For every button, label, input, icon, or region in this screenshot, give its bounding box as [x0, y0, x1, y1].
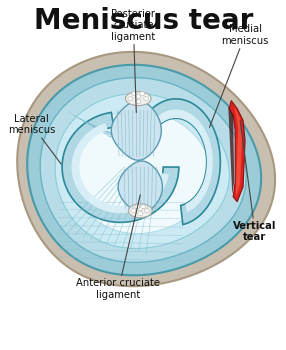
Ellipse shape — [144, 97, 149, 100]
Polygon shape — [62, 112, 179, 222]
Polygon shape — [234, 106, 242, 197]
Text: Anterior cruciate
ligament: Anterior cruciate ligament — [76, 195, 160, 300]
Polygon shape — [136, 99, 220, 225]
Ellipse shape — [135, 205, 140, 209]
Ellipse shape — [136, 94, 141, 99]
Polygon shape — [72, 123, 169, 213]
Ellipse shape — [128, 97, 133, 100]
Ellipse shape — [126, 92, 151, 106]
Text: Vertical
tear: Vertical tear — [233, 120, 277, 242]
Polygon shape — [72, 111, 210, 233]
Text: Meniscus tear: Meniscus tear — [33, 7, 253, 35]
Ellipse shape — [131, 209, 136, 213]
Ellipse shape — [138, 212, 143, 216]
Ellipse shape — [128, 204, 152, 218]
Polygon shape — [229, 100, 245, 202]
Polygon shape — [27, 65, 261, 275]
Ellipse shape — [141, 205, 146, 209]
Polygon shape — [146, 110, 213, 212]
Polygon shape — [17, 52, 275, 286]
Text: Lateral
meniscus: Lateral meniscus — [8, 114, 61, 164]
Ellipse shape — [138, 207, 143, 211]
Ellipse shape — [140, 92, 145, 96]
Ellipse shape — [145, 209, 150, 213]
Polygon shape — [111, 100, 161, 160]
Text: Medial
meniscus: Medial meniscus — [209, 24, 269, 127]
Polygon shape — [55, 94, 229, 248]
Ellipse shape — [132, 92, 137, 96]
Polygon shape — [228, 106, 234, 194]
Polygon shape — [40, 78, 246, 262]
Ellipse shape — [136, 100, 141, 104]
Polygon shape — [118, 161, 162, 213]
Text: Posterior
cruciate
ligament: Posterior cruciate ligament — [111, 9, 156, 112]
